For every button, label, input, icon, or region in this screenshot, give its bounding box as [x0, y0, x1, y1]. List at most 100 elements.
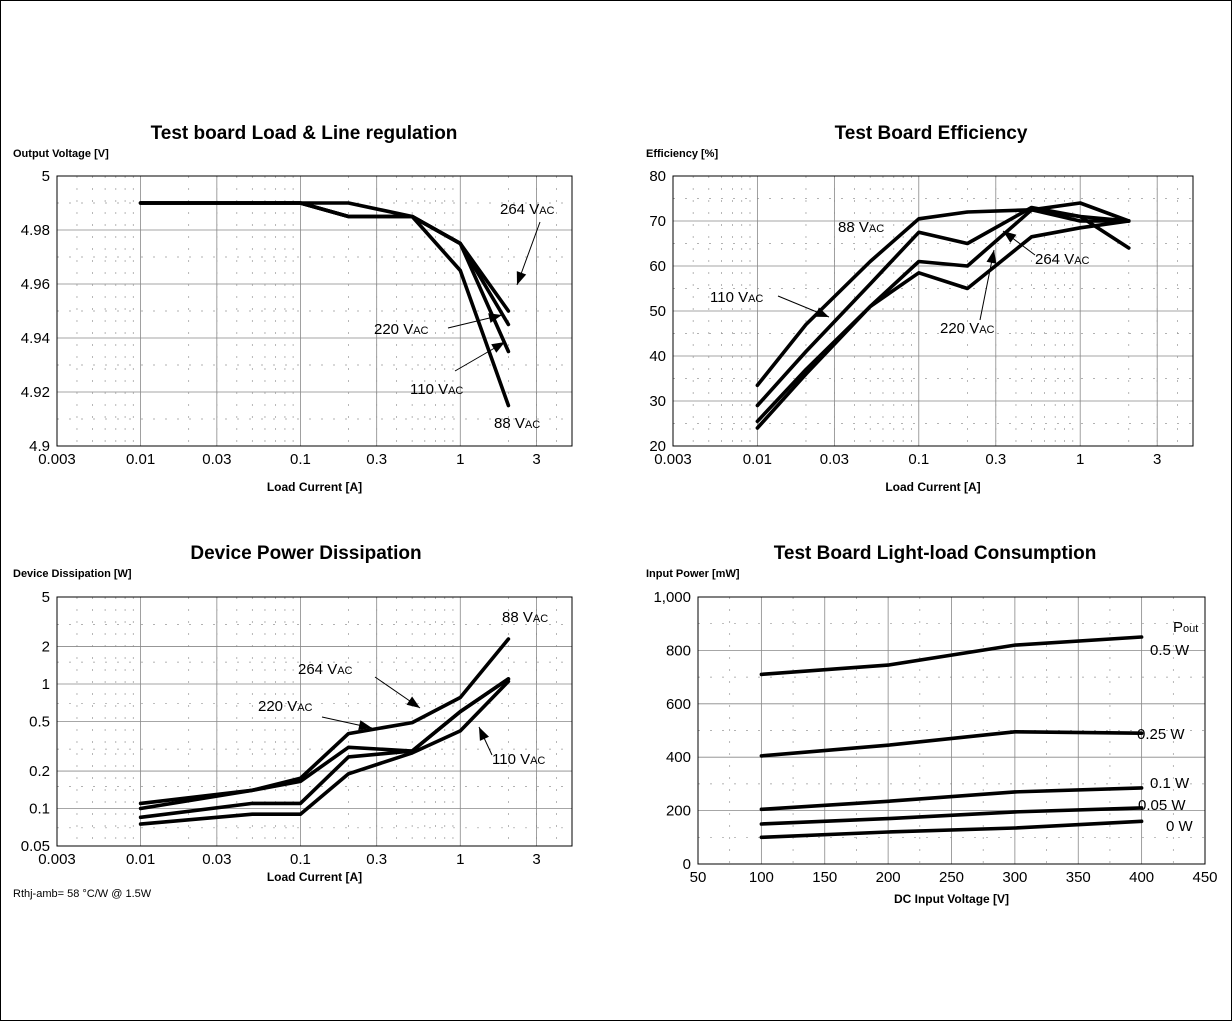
x-axis-label: Load Current [A]	[267, 480, 362, 494]
y-tick-label: 4.96	[21, 276, 50, 293]
annotation-arrowhead	[491, 342, 505, 353]
x-tick-label: 1	[456, 451, 464, 468]
series-label: 0.1 W	[1150, 775, 1190, 792]
y-tick-label: 50	[649, 303, 666, 320]
y-tick-label: 1	[42, 676, 50, 693]
x-tick-label: 0.003	[654, 451, 692, 468]
y-tick-label: 400	[666, 749, 691, 766]
series-annotation: 220 VAC	[258, 698, 313, 715]
y-axis-label: Efficiency [%]	[646, 148, 718, 160]
chart-light-load: 50 100 150 200 250 300 350 400 450 0 200 400 600 800 1…	[646, 543, 1218, 906]
x-tick-label: 200	[876, 869, 901, 886]
series-line-3	[138, 677, 511, 820]
y-tick-label: 4.9	[29, 438, 50, 455]
y-tick-label: 4.94	[21, 330, 50, 347]
x-tick-label: 0.3	[985, 451, 1006, 468]
y-tick-label: 80	[649, 168, 666, 185]
series-label: 0.05 W	[1138, 797, 1186, 814]
series-line-3	[759, 786, 1144, 812]
series-annotation: 264 VAC	[1035, 251, 1090, 268]
annotation-arrowhead	[986, 250, 997, 264]
x-axis-label: DC Input Voltage [V]	[894, 892, 1009, 906]
series-annotation: 88 VAC	[502, 609, 548, 626]
series-annotation: 88 VAC	[494, 415, 540, 432]
series-line-5	[1029, 208, 1131, 250]
y-tick-label: 60	[649, 258, 666, 275]
series-label: 0 W	[1166, 818, 1194, 835]
x-tick-label: 350	[1066, 869, 1091, 886]
x-axis-label: Load Current [A]	[267, 870, 362, 884]
series-line-4	[755, 219, 1131, 430]
series-line-4	[138, 201, 511, 408]
y-tick-label: 40	[649, 348, 666, 365]
series-annotation: 264 VAC	[298, 661, 353, 678]
x-tick-label: 1	[1076, 451, 1084, 468]
chart-title: Test Board Efficiency	[835, 123, 1028, 144]
x-tick-label: 0.1	[908, 451, 929, 468]
y-tick-label: 0.2	[29, 763, 50, 780]
legend-title: Pout	[1173, 619, 1198, 636]
annotation-arrowhead	[1003, 231, 1017, 243]
y-axis-label: Output Voltage [V]	[13, 148, 109, 160]
x-tick-label: 0.3	[366, 851, 387, 868]
x-tick-label: 0.03	[820, 451, 849, 468]
chart-title: Test board Load & Line regulation	[151, 123, 458, 144]
plot-area	[697, 596, 1206, 865]
y-tick-label: 4.92	[21, 384, 50, 401]
series-line-1	[759, 635, 1144, 677]
y-tick-label: 30	[649, 393, 666, 410]
x-tick-label: 0.01	[126, 851, 155, 868]
series-annotation: 110 VAC	[710, 289, 763, 306]
plot-area	[56, 175, 573, 447]
chart-dissipation: 0.003 0.01 0.03 0.1 0.3 1 3 0.05 0.1 0.2 0.5 1 2 5 Dev…	[13, 543, 573, 900]
annotation-arrowhead	[516, 271, 527, 285]
x-tick-label: 50	[690, 869, 707, 886]
series-line-3	[755, 208, 1131, 424]
y-axis-label: Device Dissipation [W]	[13, 568, 132, 580]
chart-title: Test Board Light-load Consumption	[774, 543, 1097, 564]
x-axis-label: Load Current [A]	[885, 480, 980, 494]
chart-load-line: 0.003 0.01 0.03 0.1 0.3 1 3 4.9 4.92 4.94 4.96 4.98…	[13, 123, 573, 494]
series-annotation: 220 VAC	[374, 321, 429, 338]
series-line-5	[759, 819, 1144, 840]
chart-title: Device Power Dissipation	[190, 543, 421, 564]
x-tick-label: 0.03	[202, 851, 231, 868]
x-tick-label: 400	[1129, 869, 1154, 886]
chart-note: Rthj-amb= 58 °C/W @ 1.5W	[13, 888, 152, 900]
x-tick-label: 1	[456, 851, 464, 868]
y-tick-label: 200	[666, 803, 691, 820]
y-tick-label: 600	[666, 696, 691, 713]
x-tick-label: 3	[532, 851, 540, 868]
y-tick-label: 0	[683, 856, 691, 873]
series-annotation: 264 VAC	[500, 201, 555, 218]
x-tick-label: 150	[812, 869, 837, 886]
series-line-2	[759, 730, 1144, 758]
y-tick-label: 800	[666, 642, 691, 659]
annotation-arrowhead	[815, 307, 829, 317]
plot-area	[56, 596, 573, 847]
y-tick-label: 70	[649, 213, 666, 230]
chart-efficiency: 0.003 0.01 0.03 0.1 0.3 1 3 20 30 40 50 60 70 80 Test …	[646, 123, 1194, 494]
series-line-4	[138, 679, 511, 826]
series-annotation: 110 VAC	[410, 381, 463, 398]
y-tick-label: 4.98	[21, 222, 50, 239]
x-tick-label: 300	[1002, 869, 1027, 886]
x-tick-label: 0.3	[366, 451, 387, 468]
y-axis-label: Input Power [mW]	[646, 568, 740, 580]
x-tick-label: 0.01	[126, 451, 155, 468]
y-tick-label: 0.1	[29, 801, 50, 818]
plot-area	[672, 175, 1194, 447]
y-tick-label: 20	[649, 438, 666, 455]
x-tick-label: 0.03	[202, 451, 231, 468]
y-tick-label: 2	[42, 639, 50, 656]
series-line-4	[759, 806, 1144, 826]
y-tick-label: 0.5	[29, 714, 50, 731]
x-tick-label: 0.003	[38, 451, 76, 468]
series-label: 0.25 W	[1137, 726, 1185, 743]
annotation-arrowhead	[358, 720, 372, 731]
series-annotation: 110 VAC	[492, 751, 545, 768]
x-tick-label: 3	[1153, 451, 1161, 468]
series-annotation: 220 VAC	[940, 320, 995, 337]
